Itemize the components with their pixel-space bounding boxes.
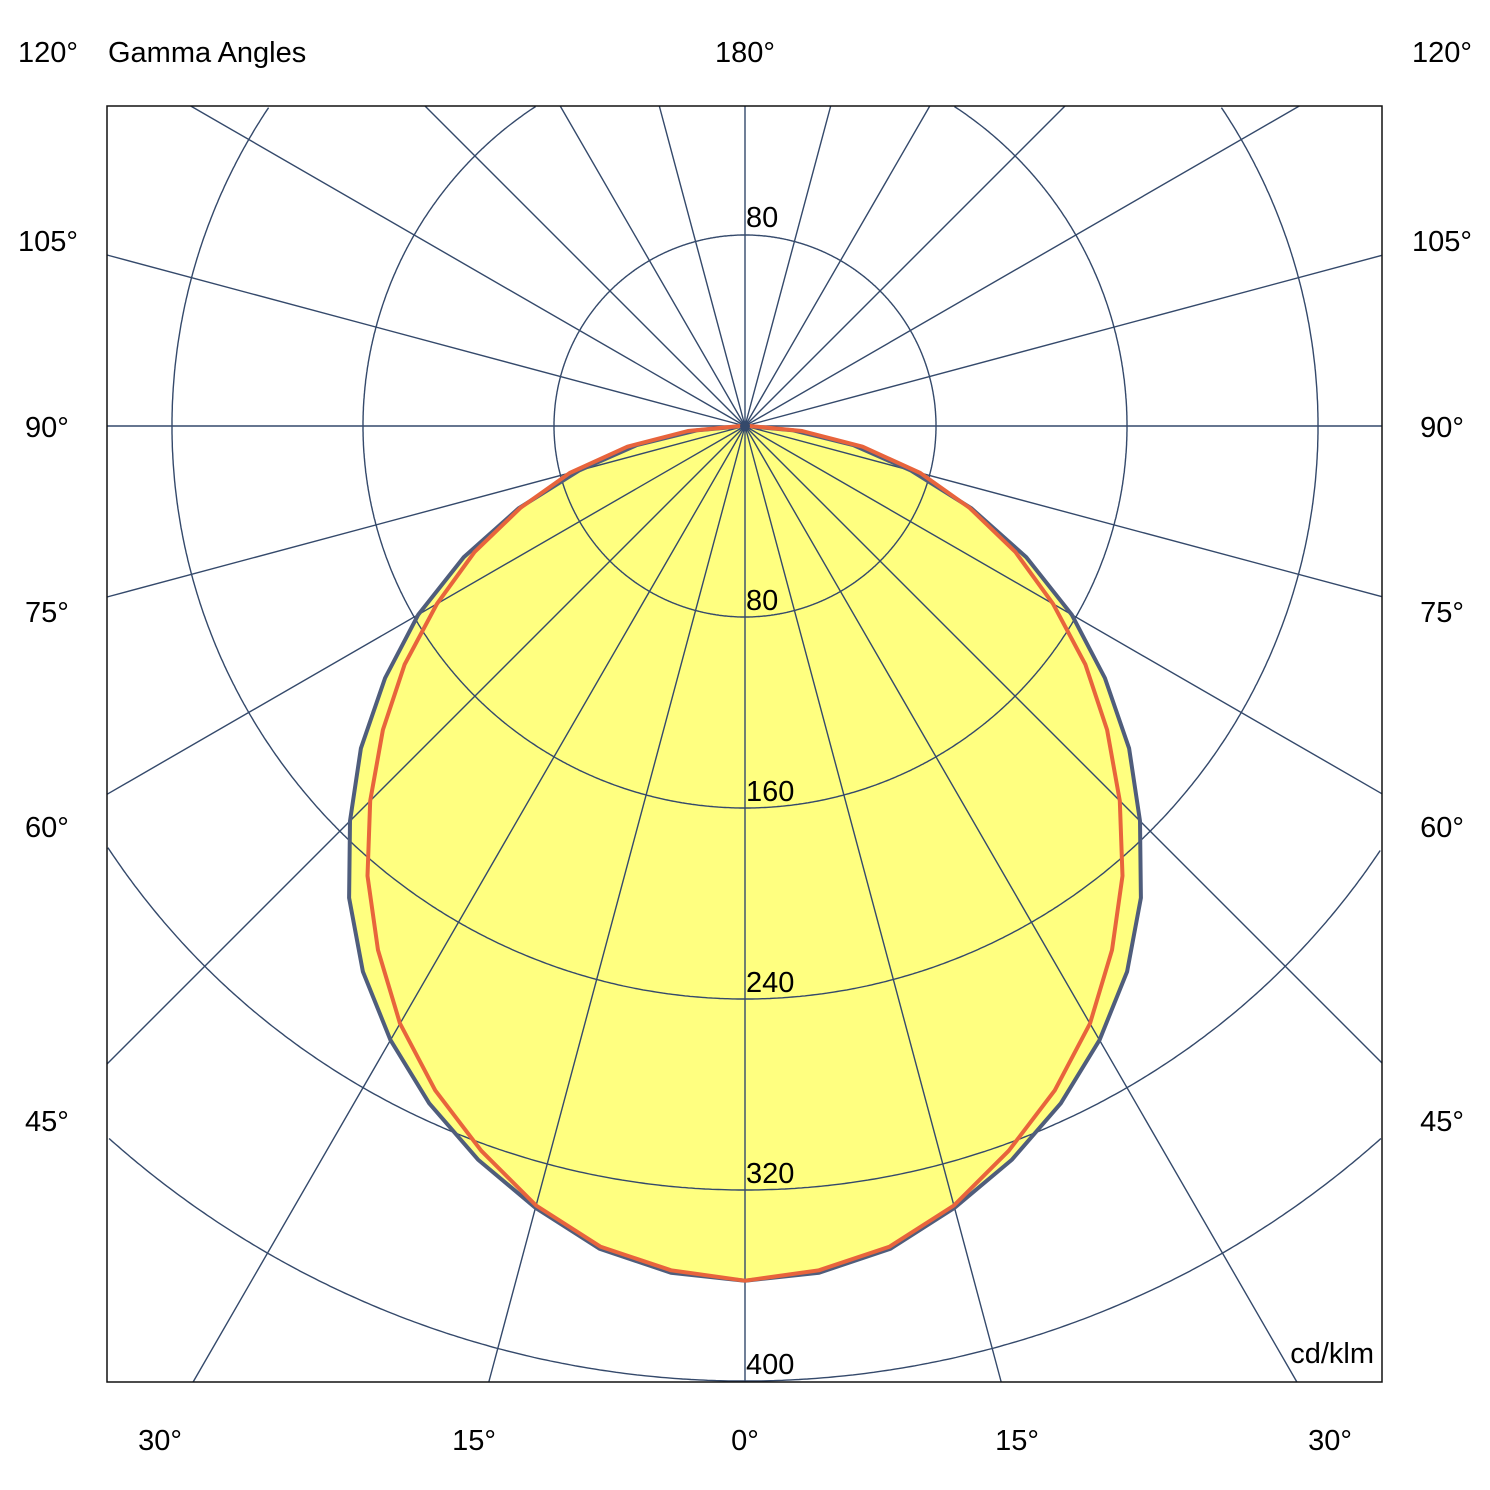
side-label-left: 45° [25, 1106, 69, 1138]
bottom-label: 15° [995, 1425, 1039, 1457]
center-point [740, 421, 750, 431]
grid-spoke [744, 425, 1298, 1383]
grid-ring [107, 847, 1381, 1191]
top-ring-label: 80 [746, 202, 778, 234]
ring-label: 240 [746, 967, 794, 999]
unit-label: cd/klm [1290, 1338, 1374, 1370]
grid-ring [1220, 107, 1319, 426]
grid-spoke [106, 425, 746, 795]
chart-title: Gamma Angles [108, 37, 306, 69]
bottom-label: 0° [731, 1425, 759, 1457]
grid-spoke [559, 105, 746, 427]
ring-label: 320 [746, 1158, 794, 1190]
grid-spoke [744, 254, 1383, 427]
grid-spoke [192, 425, 746, 1383]
corner-label-top-right: 120° [1412, 37, 1472, 69]
grid-ring [362, 105, 1128, 809]
side-label-left: 90° [25, 412, 69, 444]
grid-spoke [190, 105, 746, 427]
grid-ring [953, 105, 1128, 426]
side-label-right: 105° [1412, 226, 1472, 258]
grid-spoke [106, 425, 746, 1065]
grid-ring [171, 107, 1319, 1000]
grid-spoke [488, 425, 746, 1383]
grid-spoke [744, 105, 931, 427]
grid-spoke [744, 425, 1383, 795]
ring-label: 400 [746, 1349, 794, 1381]
grid-spoke [424, 105, 746, 427]
grid-spoke [744, 425, 1383, 598]
side-label-right: 90° [1420, 412, 1464, 444]
ring-label: 80 [746, 585, 778, 617]
side-label-right: 60° [1420, 812, 1464, 844]
bottom-label: 30° [138, 1425, 182, 1457]
grid-spoke [744, 425, 1383, 1064]
side-label-left: 105° [18, 226, 78, 258]
grid-spoke [744, 105, 1066, 427]
side-label-left: 60° [25, 812, 69, 844]
grid-spoke [106, 425, 746, 598]
intensity-curve-2 [365, 424, 1125, 1283]
grid-spoke [106, 254, 746, 427]
bottom-label: 15° [452, 1425, 496, 1457]
grid-spoke [658, 105, 746, 427]
bottom-label: 30° [1308, 1425, 1352, 1457]
grid-spoke [744, 425, 1002, 1383]
side-label-right: 75° [1420, 597, 1464, 629]
side-label-left: 75° [25, 597, 69, 629]
corner-label-top-center: 180° [715, 37, 775, 69]
ring-label: 160 [746, 776, 794, 808]
side-label-right: 45° [1420, 1106, 1464, 1138]
grid-spoke [744, 105, 832, 427]
plot-frame [106, 105, 1383, 1383]
corner-label-top-left: 120° [18, 37, 78, 69]
grid-spoke [744, 105, 1300, 427]
